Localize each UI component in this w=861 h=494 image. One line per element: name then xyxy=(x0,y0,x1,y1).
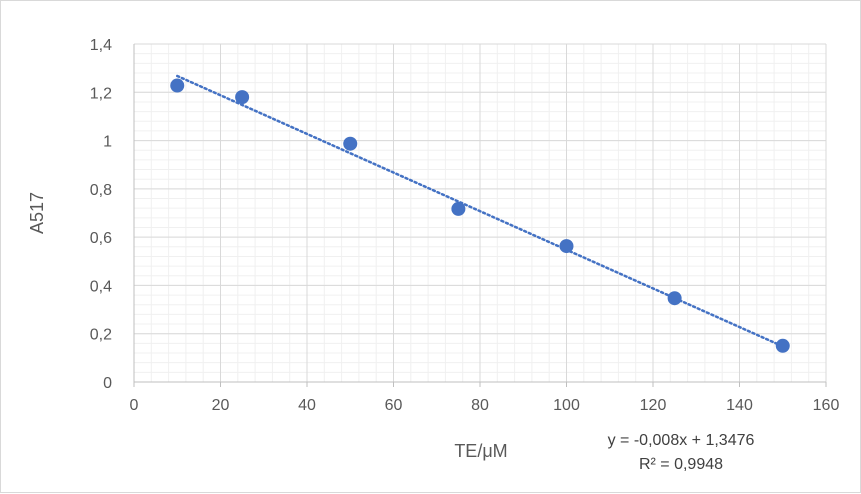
y-tick-label: 0 xyxy=(103,375,112,392)
data-point xyxy=(776,339,790,353)
trendline-r-squared: R² = 0,9948 xyxy=(639,456,723,473)
y-tick-label: 0,6 xyxy=(90,230,112,247)
x-tick-label: 140 xyxy=(726,397,753,414)
y-axis-title: A517 xyxy=(27,192,47,234)
trendline-equation: y = -0,008x + 1,3476 xyxy=(608,432,755,449)
x-axis-title: TE/μM xyxy=(454,441,507,461)
x-tick-label: 20 xyxy=(212,397,230,414)
y-tick-label: 1,4 xyxy=(90,37,112,54)
y-tick-label: 0,4 xyxy=(90,278,112,295)
x-tick-label: 120 xyxy=(640,397,667,414)
y-tick-label: 1 xyxy=(103,134,112,151)
y-tick-label: 0,8 xyxy=(90,182,112,199)
data-point xyxy=(560,239,574,253)
x-axis-ticks: 0 20 40 60 80 100 120 140 160 xyxy=(130,382,840,414)
x-tick-label: 100 xyxy=(553,397,580,414)
y-tick-label: 1,2 xyxy=(90,85,112,102)
data-point xyxy=(170,79,184,93)
data-point xyxy=(668,291,682,305)
x-tick-label: 0 xyxy=(130,397,139,414)
y-tick-label: 0,2 xyxy=(90,327,112,344)
x-tick-label: 40 xyxy=(298,397,316,414)
y-axis-ticks: 0 0,2 0,4 0,6 0,8 1 1,2 1,4 xyxy=(90,37,112,392)
x-tick-label: 60 xyxy=(385,397,403,414)
data-point xyxy=(343,137,357,151)
data-point xyxy=(235,90,249,104)
x-tick-label: 80 xyxy=(471,397,489,414)
x-tick-label: 160 xyxy=(813,397,840,414)
data-point xyxy=(451,202,465,216)
